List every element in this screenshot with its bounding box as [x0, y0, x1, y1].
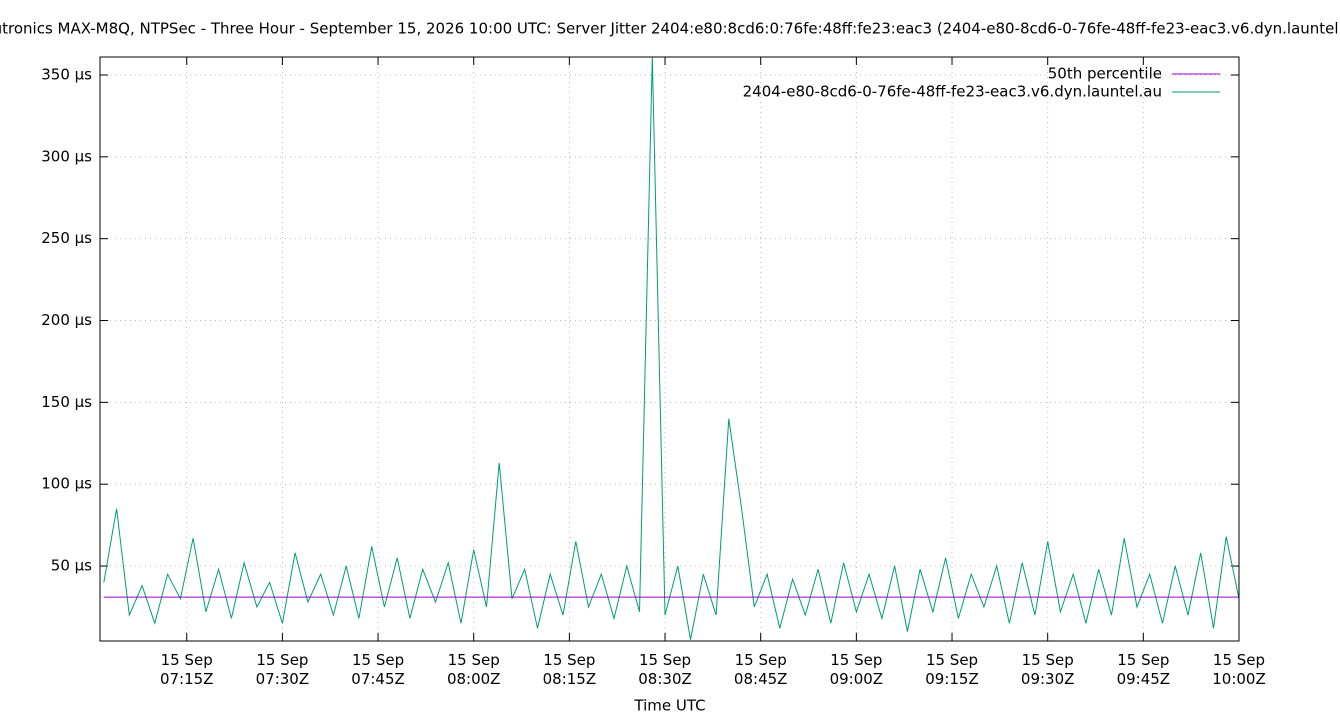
y-tick-label: 150 µs — [41, 393, 92, 411]
x-tick-label: 15 Sep 09:30Z — [1020, 651, 1075, 688]
x-tick-label: 15 Sep 07:30Z — [255, 651, 310, 688]
x-tick-label: 15 Sep 09:45Z — [1116, 651, 1171, 688]
x-tick-label: 15 Sep 10:00Z — [1212, 651, 1266, 688]
x-tick-label: 15 Sep 08:15Z — [542, 651, 597, 688]
x-tick-label: 15 Sep 07:15Z — [159, 651, 214, 688]
x-tick-label: 15 Sep 07:45Z — [351, 651, 405, 688]
x-tick-label: 15 Sep 08:30Z — [638, 651, 692, 688]
x-tick-label: 15 Sep 08:45Z — [733, 651, 788, 688]
y-tick-label: 100 µs — [41, 475, 92, 493]
y-tick-label: 350 µs — [41, 66, 92, 84]
legend-label: 50th percentile — [1048, 65, 1162, 83]
x-tick-label: 15 Sep 09:00Z — [829, 651, 884, 688]
chart-title: Uputronics MAX-M8Q, NTPSec - Three Hour … — [0, 20, 1340, 38]
y-tick-label: 250 µs — [41, 229, 92, 247]
legend-label: 2404-e80-8cd6-0-76fe-48ff-fe23-eac3.v6.d… — [743, 83, 1162, 101]
x-axis-label: Time UTC — [633, 697, 705, 715]
y-tick-label: 200 µs — [41, 311, 92, 329]
x-tick-label: 15 Sep 09:15Z — [925, 651, 979, 688]
y-tick-label: 300 µs — [41, 147, 92, 165]
plot-border — [99, 56, 1240, 642]
series-line — [103, 56, 1240, 640]
x-tick-label: 15 Sep 08:00Z — [446, 651, 501, 688]
y-tick-label: 50 µs — [51, 557, 92, 575]
